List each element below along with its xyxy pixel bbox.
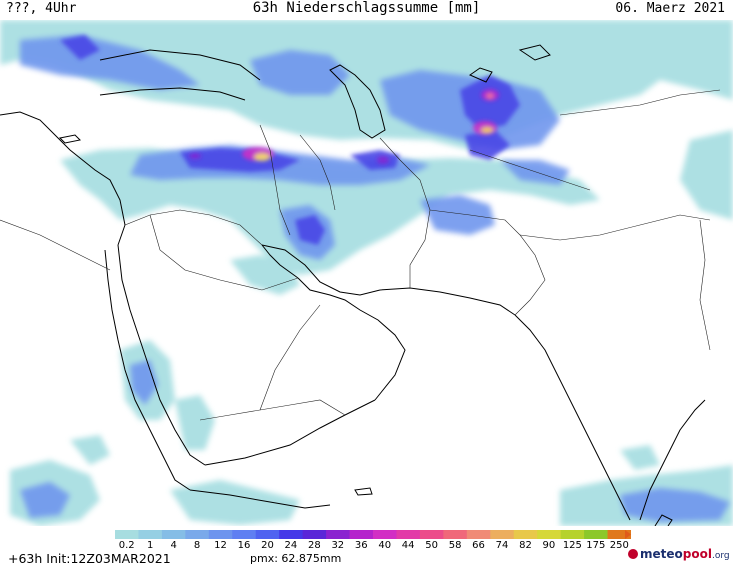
legend-tick-label: 24 [284,540,298,551]
header: ???, 4Uhr 63h Niederschlagssumme [mm] 06… [0,0,733,20]
map-title: 63h Niederschlagssumme [mm] [252,0,481,16]
legend-tick-label: 8 [193,540,201,551]
legend-tick-label: 20 [261,540,274,551]
legend-swatch [584,530,609,539]
legend-tick-label: 12 [214,540,227,551]
legend-tick-label: 0.2 [118,540,135,551]
precipitation-map [0,20,733,526]
legend-tick-label: 250 [609,540,629,551]
legend-tick-label: 74 [495,540,509,551]
legend-tick-label: 66 [472,540,485,551]
logo-icon [628,549,638,559]
legend-swatch [396,530,421,539]
legend-swatch [115,530,139,539]
legend-swatch [443,530,468,539]
legend-tick-label: 28 [307,540,321,551]
meteopool-logo[interactable]: meteopool.org [628,547,730,561]
legend-tick-label: 125 [562,540,582,551]
precip-heavy-layer [60,35,520,245]
legend-swatch [161,530,186,539]
legend-tick-label: 32 [331,540,345,551]
precip-intense-cores [189,89,499,164]
legend-swatch [232,530,257,539]
legend-swatch [185,530,210,539]
legend-tick-label: 36 [354,540,368,551]
run-info: +63h Init:12Z03MAR2021 [8,551,171,566]
legend-tick-label: 90 [542,540,556,551]
legend-swatch [373,530,397,539]
legend-tick-label: 175 [586,540,606,551]
coastlines [0,44,706,526]
legend-tick-label: 16 [237,540,251,551]
legend-swatch [349,530,374,539]
legend-colorbar [115,530,631,539]
max-precip-readout: pmx: 62.875mm [250,552,342,565]
legend-swatch [513,530,538,539]
legend-tick-label: 82 [519,540,532,551]
legend-swatch [279,530,304,539]
legend-tick-label: 44 [401,540,415,551]
legend-tick-label: 40 [378,540,392,551]
legend-swatch [419,530,444,539]
legend-swatch [560,530,585,539]
country-borders [0,89,721,421]
legend-swatch [208,530,233,539]
precip-light-layer [0,20,733,526]
valid-time-label: ???, 4Uhr [6,1,77,16]
date-label: 06. Maerz 2021 [615,1,725,16]
legend-swatch [490,530,515,539]
legend-swatch [326,530,351,539]
legend-swatch [255,530,280,539]
legend-swatch [302,530,327,539]
legend-swatch [466,530,491,539]
legend-tick-label: 1 [146,540,154,551]
legend-swatch [138,530,163,539]
legend-tick-label: 58 [448,540,462,551]
legend-overflow-arrow [625,530,631,539]
legend-swatch [537,530,562,539]
legend-tick-label: 4 [170,540,177,551]
legend-tick-label: 50 [425,540,438,551]
legend-swatch [607,530,631,539]
